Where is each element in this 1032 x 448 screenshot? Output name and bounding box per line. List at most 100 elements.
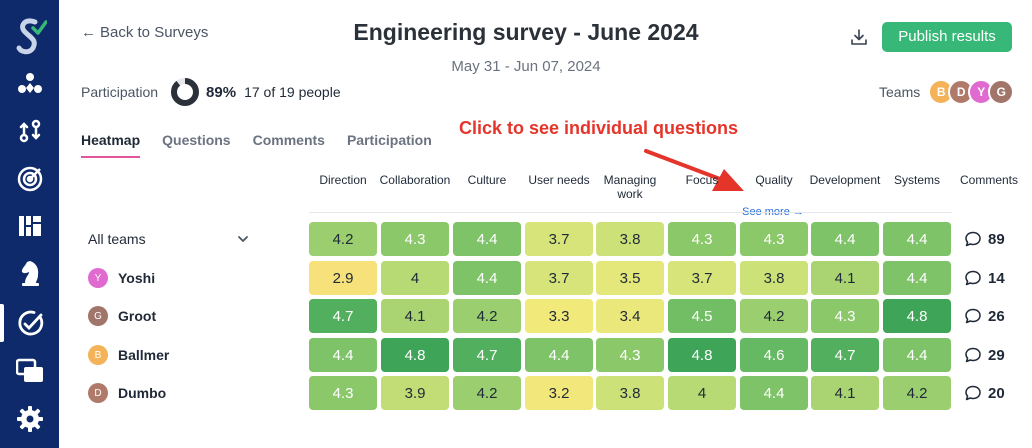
tab-comments[interactable]: Comments bbox=[252, 132, 325, 148]
heatmap-cell[interactable]: 4.7 bbox=[811, 338, 879, 372]
column-header-quality[interactable]: Quality bbox=[738, 173, 810, 187]
heatmap-cell[interactable]: 4.2 bbox=[453, 376, 521, 410]
heatmap-cell[interactable]: 4.3 bbox=[381, 222, 449, 256]
comment-bubble-icon bbox=[965, 231, 981, 247]
row-name: All teams bbox=[88, 231, 146, 247]
heatmap-cell[interactable]: 4.7 bbox=[453, 338, 521, 372]
participation-summary: Participation 89% 17 of 19 people bbox=[81, 77, 341, 107]
column-header-culture[interactable]: Culture bbox=[451, 173, 523, 187]
comments-count[interactable]: 14 bbox=[964, 261, 1005, 295]
heatmap-cell[interactable]: 3.7 bbox=[525, 261, 593, 295]
column-header-development[interactable]: Development bbox=[809, 173, 881, 187]
heatmap-cell[interactable]: 3.7 bbox=[668, 261, 736, 295]
chevron-down-icon[interactable] bbox=[236, 232, 250, 246]
heatmap-cell[interactable]: 3.3 bbox=[525, 299, 593, 333]
row-name: Groot bbox=[118, 308, 157, 324]
heatmap-cell[interactable]: 4.4 bbox=[883, 338, 951, 372]
column-header-direction[interactable]: Direction bbox=[307, 173, 379, 187]
comments-count[interactable]: 29 bbox=[964, 338, 1005, 372]
date-range: May 31 - Jun 07, 2024 bbox=[451, 58, 601, 75]
row-label: B Ballmer bbox=[88, 338, 258, 372]
heatmap-cell[interactable]: 3.5 bbox=[596, 261, 664, 295]
messages-icon[interactable] bbox=[0, 352, 59, 390]
row-name: Dumbo bbox=[118, 385, 167, 401]
heatmap-cell[interactable]: 4.7 bbox=[309, 299, 377, 333]
heatmap-cell[interactable]: 4.3 bbox=[668, 222, 736, 256]
heatmap-cell[interactable]: 3.4 bbox=[596, 299, 664, 333]
heatmap-cell[interactable]: 3.2 bbox=[525, 376, 593, 410]
heatmap-cell[interactable]: 4 bbox=[668, 376, 736, 410]
heatmap-cell[interactable]: 4.8 bbox=[381, 338, 449, 372]
arrow-left-icon: ← bbox=[81, 24, 96, 41]
heatmap-cell[interactable]: 3.9 bbox=[381, 376, 449, 410]
publish-results-button[interactable]: Publish results bbox=[882, 22, 1012, 52]
comments-count[interactable]: 26 bbox=[964, 299, 1005, 333]
heatmap-cell[interactable]: 4.3 bbox=[740, 222, 808, 256]
sidebar bbox=[0, 0, 59, 448]
heatmap-cell[interactable]: 2.9 bbox=[309, 261, 377, 295]
heatmap-cell[interactable]: 4.4 bbox=[525, 338, 593, 372]
heatmap-cell[interactable]: 4.4 bbox=[883, 222, 951, 256]
comments-count-value: 29 bbox=[988, 346, 1005, 364]
comments-count-value: 20 bbox=[988, 384, 1005, 402]
column-header-focus[interactable]: Focus bbox=[666, 173, 738, 187]
heatmap-cell[interactable]: 4.5 bbox=[668, 299, 736, 333]
heatmap-cell[interactable]: 4 bbox=[381, 261, 449, 295]
heatmap-cell[interactable]: 3.8 bbox=[740, 261, 808, 295]
chess-knight-icon[interactable] bbox=[0, 254, 59, 292]
all-teams-selector[interactable]: All teams bbox=[88, 222, 258, 256]
back-to-surveys-link[interactable]: ← Back to Surveys bbox=[81, 24, 208, 41]
heatmap-cell[interactable]: 4.4 bbox=[309, 338, 377, 372]
participation-percent: 89% bbox=[206, 83, 237, 101]
heatmap-cell[interactable]: 4.1 bbox=[381, 299, 449, 333]
row-label: D Dumbo bbox=[88, 376, 258, 410]
avatar: D bbox=[88, 383, 108, 403]
logo-icon[interactable] bbox=[0, 17, 59, 55]
participation-label: Participation bbox=[81, 84, 159, 100]
column-header-user-needs[interactable]: User needs bbox=[523, 173, 595, 187]
column-header-managing[interactable]: Managing work bbox=[594, 173, 666, 201]
heatmap-cell[interactable]: 4.4 bbox=[453, 261, 521, 295]
heatmap-cell[interactable]: 4.1 bbox=[811, 261, 879, 295]
heatmap-cell[interactable]: 4.3 bbox=[811, 299, 879, 333]
tab-heatmap[interactable]: Heatmap bbox=[81, 132, 141, 158]
dashboards-icon[interactable] bbox=[0, 207, 59, 245]
integrations-icon[interactable] bbox=[0, 66, 59, 104]
heatmap-cell[interactable]: 4.2 bbox=[453, 299, 521, 333]
heatmap-cell[interactable]: 4.3 bbox=[596, 338, 664, 372]
column-header-systems[interactable]: Systems bbox=[881, 173, 953, 187]
tab-questions[interactable]: Questions bbox=[162, 132, 231, 148]
workflows-icon[interactable] bbox=[0, 112, 59, 150]
heatmap-cell[interactable]: 3.7 bbox=[525, 222, 593, 256]
avatar: G bbox=[88, 306, 108, 326]
heatmap-cell[interactable]: 3.8 bbox=[596, 376, 664, 410]
surveys-icon[interactable] bbox=[0, 304, 59, 342]
column-header-line: Culture bbox=[467, 173, 507, 187]
heatmap-cell[interactable]: 4.6 bbox=[740, 338, 808, 372]
participation-count: 17 of 19 people bbox=[244, 84, 341, 100]
heatmap-cell[interactable]: 4.2 bbox=[883, 376, 951, 410]
radar-icon[interactable] bbox=[0, 160, 59, 198]
column-header-line: User needs bbox=[528, 173, 590, 187]
heatmap-cell[interactable]: 4.4 bbox=[883, 261, 951, 295]
heatmap-cell[interactable]: 4.8 bbox=[883, 299, 951, 333]
heatmap-cell[interactable]: 4.1 bbox=[811, 376, 879, 410]
heatmap-cell[interactable]: 4.2 bbox=[740, 299, 808, 333]
heatmap-cell[interactable]: 4.4 bbox=[811, 222, 879, 256]
comments-count[interactable]: 20 bbox=[964, 376, 1005, 410]
heatmap-cell[interactable]: 3.8 bbox=[596, 222, 664, 256]
team-avatar[interactable]: G bbox=[988, 79, 1015, 105]
comments-count[interactable]: 89 bbox=[964, 222, 1005, 256]
heatmap-cell[interactable]: 4.3 bbox=[309, 376, 377, 410]
download-icon[interactable] bbox=[850, 28, 868, 46]
active-indicator bbox=[0, 304, 4, 342]
settings-icon[interactable] bbox=[0, 400, 59, 438]
tab-participation[interactable]: Participation bbox=[346, 132, 432, 148]
heatmap-cell[interactable]: 4.8 bbox=[668, 338, 736, 372]
heatmap-cell[interactable]: 4.2 bbox=[309, 222, 377, 256]
heatmap-cell[interactable]: 4.4 bbox=[740, 376, 808, 410]
column-header-collaboration[interactable]: Collaboration bbox=[379, 173, 451, 187]
heatmap-cell[interactable]: 4.4 bbox=[453, 222, 521, 256]
